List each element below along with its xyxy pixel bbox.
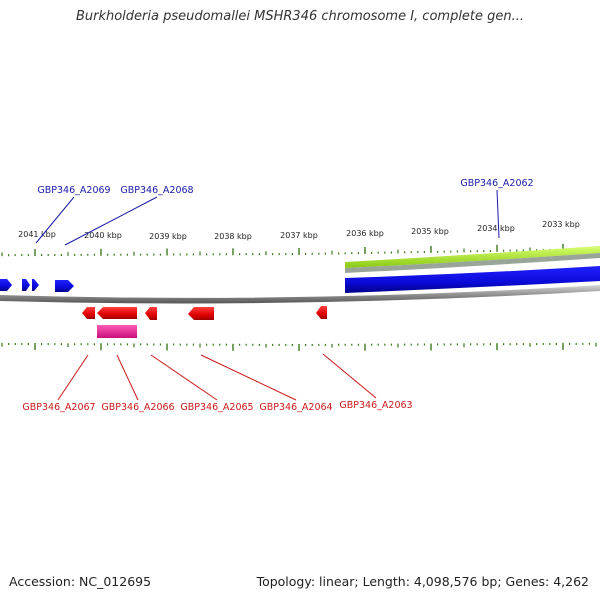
callout-line-a2062 (496, 189, 500, 239)
gene-gbp346-a2062[interactable] (345, 266, 600, 293)
gene-gbp346-a2063[interactable] (316, 306, 327, 319)
callout-line-a2063 (322, 353, 377, 399)
ruler-label-2040: 2040 kbp (84, 231, 122, 240)
ruler-label-2041: 2041 kbp (18, 230, 56, 239)
gene-gbp346-a2066[interactable] (97, 307, 137, 319)
gene-label-a2064[interactable]: GBP346_A2064 (259, 402, 332, 413)
callout-line-a2064 (200, 354, 297, 401)
genome-summary-text: Topology: linear; Length: 4,098,576 bp; … (256, 574, 589, 589)
gene-label-a2068[interactable]: GBP346_A2068 (120, 185, 193, 196)
gene-gbp346-a2064[interactable] (188, 307, 214, 320)
ruler-label-2039: 2039 kbp (149, 232, 187, 241)
gray-feature-track (345, 253, 600, 273)
ruler-ticks-bottom (1, 342, 597, 351)
gene-gbp346-a2067[interactable] (82, 307, 95, 319)
callout-line-a2069 (35, 196, 75, 244)
callout-line-a2068 (64, 196, 158, 246)
accession-text: Accession: NC_012695 (9, 574, 152, 589)
ruler-label-2038: 2038 kbp (214, 232, 252, 241)
gene-label-a2063[interactable]: GBP346_A2063 (339, 400, 412, 411)
ruler-ticks-top (1, 243, 597, 257)
gene-forward-arrow[interactable] (32, 279, 39, 291)
gene-label-a2062[interactable]: GBP346_A2062 (460, 178, 533, 189)
gene-label-a2066[interactable]: GBP346_A2066 (101, 402, 174, 413)
lime-feature-track[interactable] (345, 246, 600, 268)
ruler-label-2037: 2037 kbp (280, 231, 318, 240)
magenta-feature[interactable] (97, 325, 137, 338)
gene-label-a2069[interactable]: GBP346_A2069 (37, 185, 110, 196)
gene-forward-arrow[interactable] (22, 279, 30, 291)
callout-line-a2065 (150, 354, 218, 401)
gene-label-a2067[interactable]: GBP346_A2067 (22, 402, 95, 413)
gene-label-a2065[interactable]: GBP346_A2065 (180, 402, 253, 413)
ruler-label-2033: 2033 kbp (542, 220, 580, 229)
callout-line-a2067 (57, 354, 89, 401)
map-title: Burkholderia pseudomallei MSHR346 chromo… (75, 9, 525, 24)
callout-line-a2066 (116, 354, 139, 401)
gene-gbp346-a2065[interactable] (145, 307, 157, 320)
gene-gbp346-a2068[interactable] (55, 280, 74, 292)
gene-forward-arrow[interactable] (0, 279, 12, 291)
ruler-label-2036: 2036 kbp (346, 229, 384, 238)
chromosome-backbone (0, 285, 600, 304)
ruler-label-2034: 2034 kbp (477, 224, 515, 233)
ruler-label-2035: 2035 kbp (411, 227, 449, 236)
